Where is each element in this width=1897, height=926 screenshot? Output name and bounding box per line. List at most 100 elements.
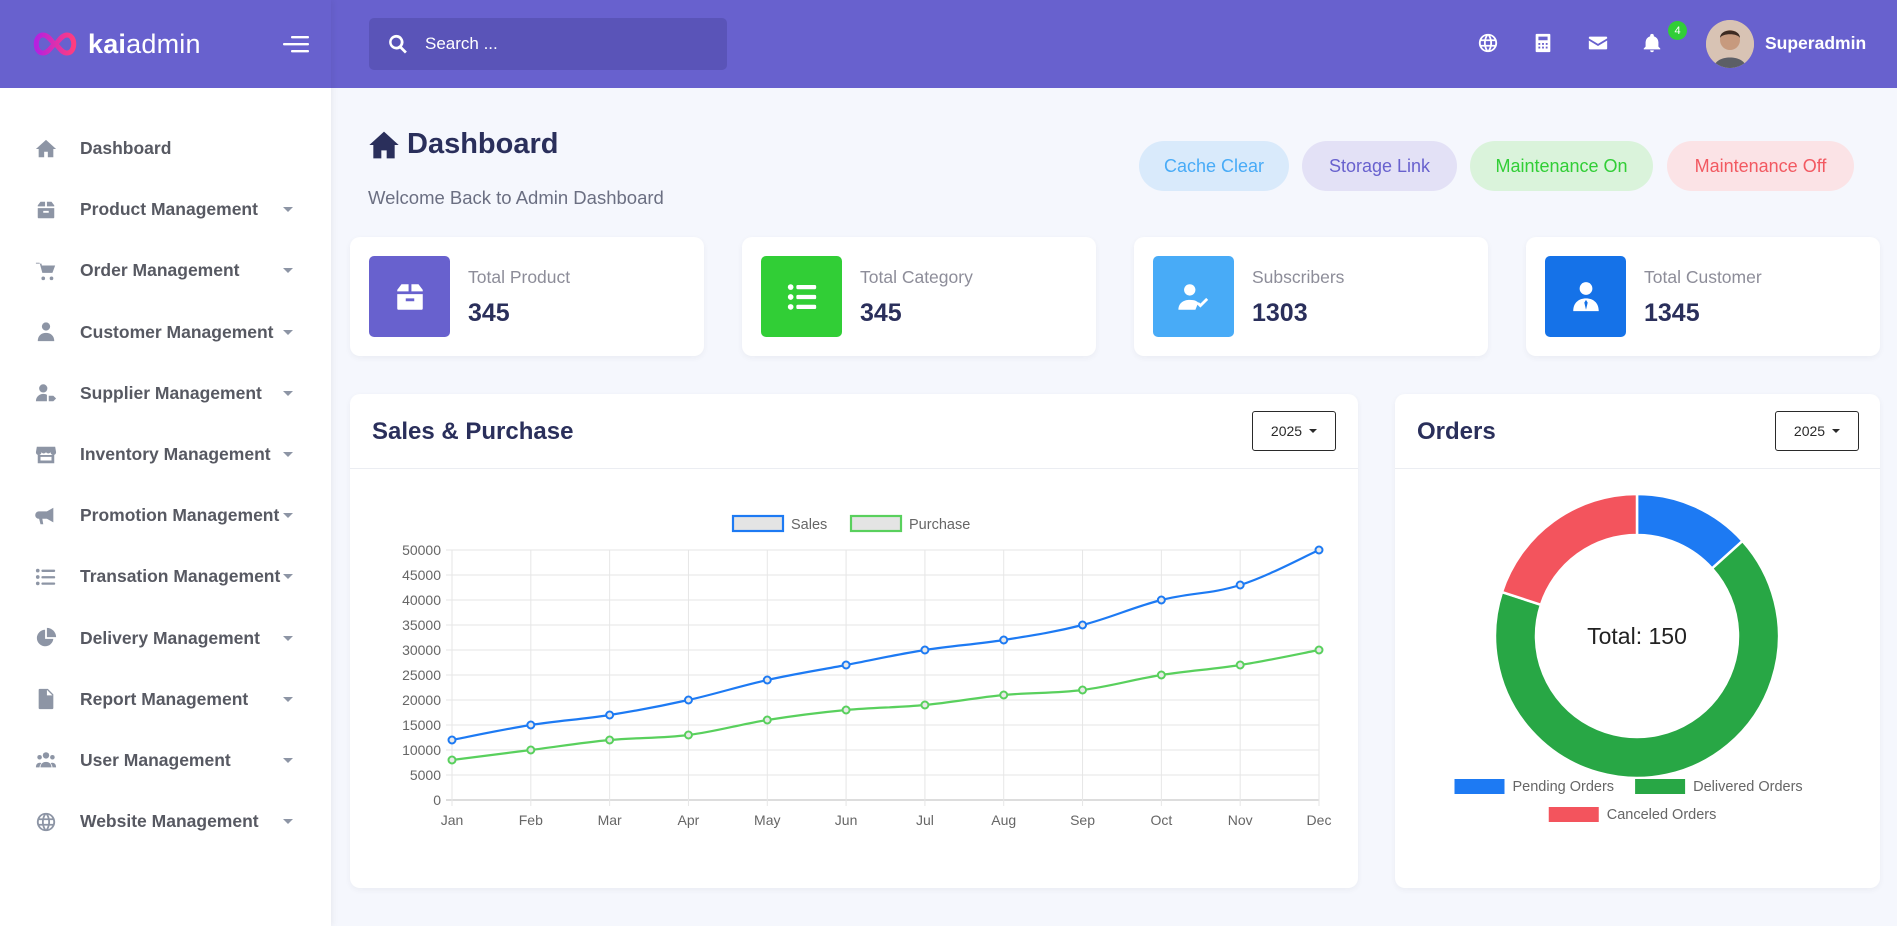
legend-swatch <box>1635 779 1686 794</box>
bell-icon[interactable] <box>1641 32 1663 54</box>
envelope-icon[interactable] <box>1587 32 1609 54</box>
stat-icon-user-tie <box>1545 256 1626 337</box>
sidebar-item-dashboard[interactable]: Dashboard <box>0 118 331 179</box>
stat-value: 345 <box>860 299 902 327</box>
x-tick-label: Apr <box>678 812 700 828</box>
sidebar-item-customer-management[interactable]: Customer Management <box>0 302 331 363</box>
sidebar-item-label: Order Management <box>80 260 240 281</box>
y-tick-label: 10000 <box>402 742 441 758</box>
caret-down-icon <box>283 819 293 825</box>
sidebar-item-product-management[interactable]: Product Management <box>0 179 331 240</box>
orders-card: Orders 2025 Total: 150 Pending Orders Deli… <box>1395 394 1880 888</box>
legend-label: Pending Orders <box>1513 779 1615 795</box>
caret-down-icon <box>283 635 293 641</box>
y-tick-label: 35000 <box>402 617 441 633</box>
sidebar-item-label: Website Management <box>80 811 259 832</box>
bullhorn-icon <box>34 505 58 527</box>
data-point-sales <box>1078 620 1088 630</box>
sidebar-item-label: Inventory Management <box>80 444 271 465</box>
caret-down-icon <box>283 757 293 763</box>
sidebar-item-order-management[interactable]: Order Management <box>0 240 331 301</box>
legend-label: Sales <box>791 517 827 533</box>
caret-down-icon <box>283 268 293 274</box>
data-point-purchase <box>447 755 457 765</box>
store-icon <box>34 444 58 466</box>
y-tick-label: 0 <box>433 792 441 808</box>
card-title: Sales & Purchase <box>372 418 574 445</box>
sidebar-item-label: Report Management <box>80 688 249 709</box>
data-point-sales <box>1235 580 1245 590</box>
caret-down-icon <box>283 513 293 519</box>
sidebar-item-label: Promotion Management <box>80 505 280 526</box>
search-input[interactable] <box>425 34 685 54</box>
box-icon <box>34 199 58 221</box>
data-point-purchase <box>999 690 1009 700</box>
sidebar-nav: Dashboard Product Management Order Managem… <box>0 88 331 852</box>
y-tick-label: 25000 <box>402 667 441 683</box>
x-tick-label: Mar <box>598 812 622 828</box>
calculator-icon[interactable] <box>1532 32 1554 54</box>
data-point-purchase <box>1314 645 1324 655</box>
globe-icon <box>34 811 58 833</box>
line-chart: 0 5000 10000 15000 20000 25000 30000 35000 40000… <box>402 514 1331 828</box>
data-point-sales <box>841 660 851 670</box>
sidebar-item-website-management[interactable]: Website Management <box>0 791 331 852</box>
page-title: Dashboard <box>368 128 558 161</box>
stat-label: Total Product <box>468 267 571 287</box>
sales-purchase-card: Sales & Purchase 2025 0 5000 10000 15000 200… <box>350 394 1358 888</box>
year-dropdown[interactable]: 2025 <box>1252 411 1336 451</box>
home-icon <box>369 131 399 158</box>
data-point-purchase <box>605 735 615 745</box>
legend-label: Delivered Orders <box>1693 779 1803 795</box>
data-point-sales <box>920 645 930 655</box>
search-icon[interactable] <box>387 33 409 55</box>
year-dropdown-label: 2025 <box>1793 423 1826 439</box>
donut-slice-canceled-orders <box>1500 492 1639 607</box>
data-point-sales <box>762 675 772 685</box>
data-point-purchase <box>683 730 693 740</box>
user-check-icon <box>1177 283 1208 310</box>
sidebar-item-user-management[interactable]: User Management <box>0 730 331 791</box>
maintenance-on-button[interactable]: Maintenance On <box>1470 141 1653 191</box>
users-icon <box>34 749 58 771</box>
sidebar-item-promotion-management[interactable]: Promotion Management <box>0 485 331 546</box>
stat-value: 1303 <box>1252 299 1308 327</box>
sidebar-item-transation-management[interactable]: Transation Management <box>0 546 331 607</box>
pie-icon <box>34 627 58 649</box>
y-tick-label: 40000 <box>402 592 441 608</box>
sidebar-item-report-management[interactable]: Report Management <box>0 669 331 730</box>
maintenance-off-button[interactable]: Maintenance Off <box>1667 141 1854 191</box>
page-title-text: Dashboard <box>407 128 559 160</box>
x-tick-label: Feb <box>519 812 543 828</box>
cache-clear-button[interactable]: Cache Clear <box>1139 141 1289 191</box>
user-name[interactable]: Superadmin <box>1765 33 1867 53</box>
brand-name[interactable]: kaiadmin <box>88 28 201 59</box>
data-point-sales <box>605 710 615 720</box>
stat-icon-list <box>761 256 842 337</box>
user-tag-icon <box>34 382 58 404</box>
user-tie-icon <box>1572 281 1599 311</box>
menu-toggle-icon[interactable] <box>283 34 309 54</box>
box-icon <box>396 283 423 310</box>
stat-card-total-category: Total Category 345 <box>742 237 1096 356</box>
data-point-sales <box>1156 595 1166 605</box>
data-point-purchase <box>1078 685 1088 695</box>
storage-link-button[interactable]: Storage Link <box>1302 141 1457 191</box>
search-box <box>369 18 727 70</box>
sidebar-item-inventory-management[interactable]: Inventory Management <box>0 424 331 485</box>
globe-icon[interactable] <box>1477 32 1499 54</box>
donut-slice-delivered-orders <box>1493 539 1781 780</box>
avatar[interactable] <box>1706 20 1754 68</box>
caret-down-icon <box>283 574 293 580</box>
year-dropdown[interactable]: 2025 <box>1775 411 1859 451</box>
card-title: Orders <box>1417 418 1496 445</box>
sidebar-item-label: Transation Management <box>80 566 281 587</box>
stat-icon-user-check <box>1153 256 1234 337</box>
y-tick-label: 5000 <box>410 767 441 783</box>
sidebar-item-label: Customer Management <box>80 321 274 342</box>
data-point-purchase <box>1156 670 1166 680</box>
stat-value: 345 <box>468 299 510 327</box>
sidebar-item-delivery-management[interactable]: Delivery Management <box>0 608 331 669</box>
sidebar-item-supplier-management[interactable]: Supplier Management <box>0 363 331 424</box>
x-tick-label: Jun <box>835 812 858 828</box>
